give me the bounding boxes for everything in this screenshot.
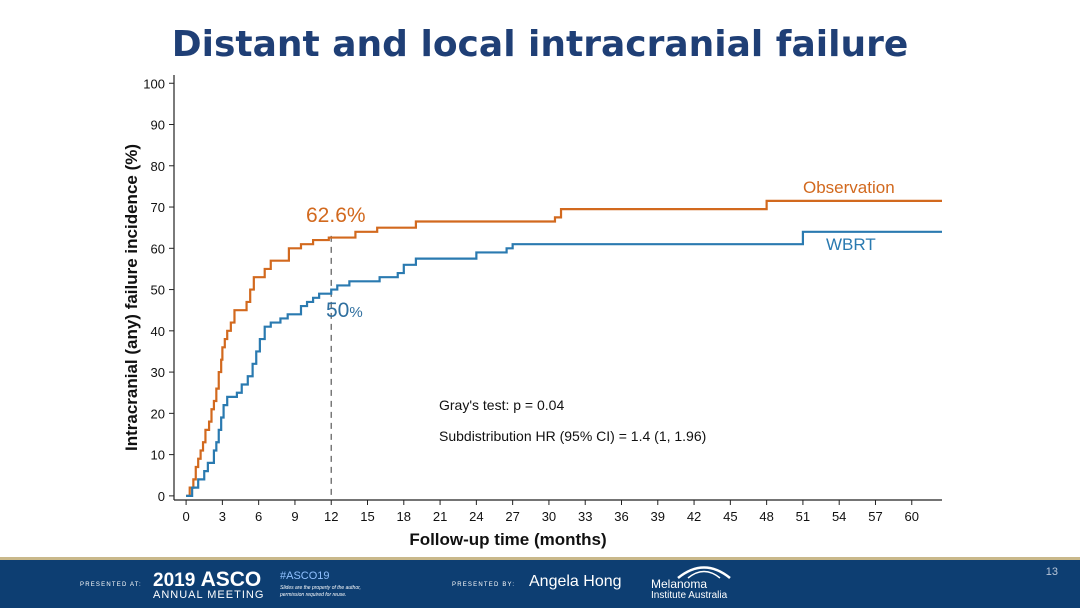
x-tick-label: 57 <box>868 509 882 524</box>
annotation-observation-12m: 62.6% <box>306 204 366 227</box>
y-tick-label: 90 <box>151 118 165 133</box>
meeting-subtitle: ANNUAL MEETING <box>153 589 265 601</box>
x-tick-label: 18 <box>397 509 411 524</box>
x-tick-label: 36 <box>614 509 628 524</box>
y-tick-label: 50 <box>151 283 165 298</box>
annotation-wbrt-percent: % <box>349 304 362 321</box>
slide-title: Distant and local intracranial failure <box>171 24 909 65</box>
x-tick-label: 45 <box>723 509 737 524</box>
x-tick-label: 3 <box>219 509 226 524</box>
y-tick-label: 70 <box>151 200 165 215</box>
y-tick-label: 80 <box>151 159 165 174</box>
disclaimer-line-2: permission required for reuse. <box>280 592 347 598</box>
disclaimer-line-1: Slides are the property of the author, <box>280 585 361 591</box>
x-tick-label: 24 <box>469 509 483 524</box>
footer-bar: PRESENTED AT: 2019 ASCO ANNUAL MEETING #… <box>0 560 1080 608</box>
institute-logo-icon <box>677 566 731 579</box>
y-tick-label: 0 <box>158 489 165 504</box>
series-line-wbrt <box>186 230 942 497</box>
stat-subdistribution-hr: Subdistribution HR (95% CI) = 1.4 (1, 1.… <box>439 428 706 444</box>
slide-number: 13 <box>1045 566 1058 578</box>
x-tick-label: 51 <box>796 509 810 524</box>
stat-grays-test: Gray's test: p = 0.04 <box>439 397 564 413</box>
y-axis-label: Intracranial (any) failure incidence (%) <box>122 144 141 451</box>
x-axis-label: Follow-up time (months) <box>409 530 606 549</box>
meeting-brand: ASCO <box>200 568 262 591</box>
presenter-name: Angela Hong <box>529 573 622 590</box>
x-tick-label: 39 <box>651 509 665 524</box>
hashtag: #ASCO19 <box>280 570 330 582</box>
legend-wbrt: WBRT <box>826 235 876 254</box>
y-tick-label: 20 <box>151 406 165 421</box>
institute-name-2: Institute Australia <box>651 590 728 601</box>
y-tick-label: 40 <box>151 324 165 339</box>
x-tick-label: 60 <box>905 509 919 524</box>
x-tick-label: 6 <box>255 509 262 524</box>
x-tick-label: 30 <box>542 509 556 524</box>
meeting-logo: 2019 ASCO <box>153 568 261 592</box>
series-line-observation <box>186 199 942 497</box>
institute-name-1: Melanoma <box>651 577 708 591</box>
y-tick-label: 60 <box>151 241 165 256</box>
meeting-year: 2019 <box>153 570 196 591</box>
footer-divider <box>0 557 1080 560</box>
x-tick-label: 33 <box>578 509 592 524</box>
chart-series <box>186 199 942 497</box>
x-tick-label: 0 <box>182 509 189 524</box>
y-tick-label: 100 <box>143 76 165 91</box>
presented-at-label: PRESENTED AT: <box>80 582 142 588</box>
presented-by-label: PRESENTED BY: <box>452 582 516 588</box>
x-tick-label: 9 <box>291 509 298 524</box>
x-tick-label: 15 <box>360 509 374 524</box>
x-tick-label: 27 <box>505 509 519 524</box>
x-tick-label: 48 <box>759 509 773 524</box>
x-tick-label: 42 <box>687 509 701 524</box>
y-tick-label: 30 <box>151 365 165 380</box>
legend-observation: Observation <box>803 178 895 197</box>
annotation-wbrt-12m: 50% <box>326 299 363 322</box>
x-tick-label: 12 <box>324 509 338 524</box>
x-tick-label: 21 <box>433 509 447 524</box>
x-tick-label: 54 <box>832 509 846 524</box>
y-tick-label: 10 <box>151 448 165 463</box>
chart-labels: Observation WBRT 62.6% 50% Gray's test: p = … <box>306 178 895 444</box>
